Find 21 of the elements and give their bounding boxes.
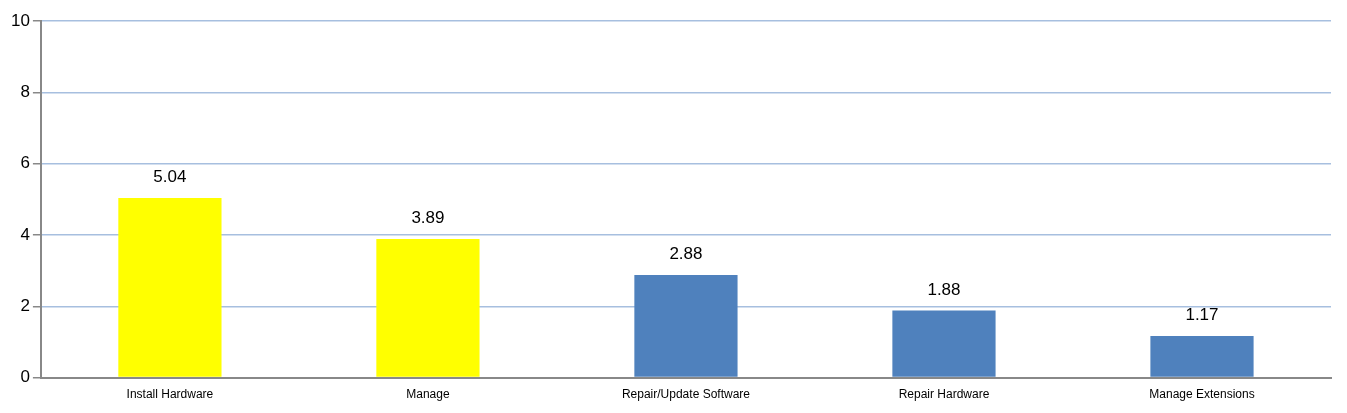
x-tick-label: Manage <box>406 387 450 402</box>
x-tick-label: Repair Hardware <box>898 387 990 402</box>
data-label: 2.88 <box>669 244 703 264</box>
bar <box>892 310 996 377</box>
bar <box>1150 335 1254 377</box>
x-tick-label: Manage Extensions <box>1149 387 1255 402</box>
data-label: 3.89 <box>411 208 445 228</box>
y-tick-label: 2 <box>20 296 30 316</box>
bar <box>376 238 480 377</box>
x-tick-label: Repair/Update Software <box>621 387 751 402</box>
bar <box>118 197 222 377</box>
y-tick-label: 10 <box>10 10 30 30</box>
data-label: 1.88 <box>927 279 961 299</box>
y-tick-label: 4 <box>20 224 30 244</box>
data-label: 5.04 <box>153 167 187 187</box>
data-label: 1.17 <box>1185 305 1219 325</box>
x-tick-label: Install Hardware <box>126 387 214 402</box>
bar <box>634 274 738 377</box>
y-tick-label: 8 <box>20 82 30 102</box>
y-tick-label: 6 <box>20 153 30 173</box>
y-tick-label: 0 <box>20 367 30 387</box>
